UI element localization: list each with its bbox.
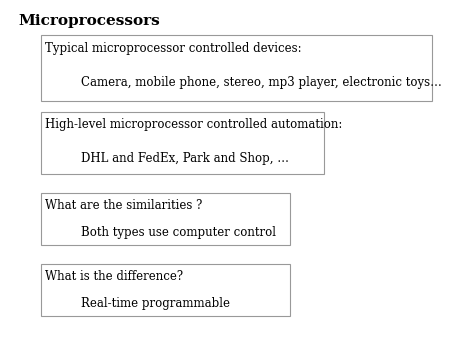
Bar — [40, 193, 290, 245]
Text: What is the difference?: What is the difference? — [45, 270, 183, 283]
Bar — [40, 264, 290, 316]
Text: Real-time programmable: Real-time programmable — [81, 297, 230, 310]
Text: What are the similarities ?: What are the similarities ? — [45, 199, 202, 212]
Text: DHL and FedEx, Park and Shop, …: DHL and FedEx, Park and Shop, … — [81, 152, 289, 165]
Text: Both types use computer control: Both types use computer control — [81, 226, 276, 239]
Text: Typical microprocessor controlled devices:: Typical microprocessor controlled device… — [45, 42, 302, 54]
Bar — [40, 112, 324, 174]
Text: Camera, mobile phone, stereo, mp3 player, electronic toys…: Camera, mobile phone, stereo, mp3 player… — [81, 76, 442, 89]
Text: Microprocessors: Microprocessors — [18, 14, 160, 27]
Bar — [40, 35, 432, 101]
Text: High-level microprocessor controlled automation:: High-level microprocessor controlled aut… — [45, 118, 342, 130]
